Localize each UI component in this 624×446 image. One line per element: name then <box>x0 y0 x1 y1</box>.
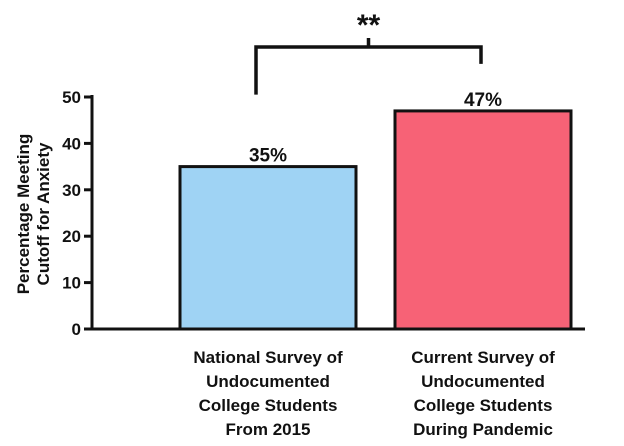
significance-bracket-line <box>254 38 483 95</box>
x-category-label: College Students <box>414 396 553 415</box>
y-tick-label: 50 <box>62 88 81 107</box>
x-category-label: College Students <box>199 396 338 415</box>
x-category-label: Current Survey of <box>411 348 555 367</box>
y-tick-label: 40 <box>62 134 81 153</box>
y-axis-title: Percentage Meeting Cutoff for Anxiety <box>14 134 53 295</box>
significance-bracket: ** <box>254 9 483 95</box>
bar <box>393 109 573 331</box>
y-axis-title-line-1: Percentage Meeting <box>14 134 33 295</box>
y-axis: 0 10 20 30 40 50 <box>62 88 585 339</box>
bar <box>178 165 358 331</box>
significance-label: ** <box>357 9 381 42</box>
x-category-label: National Survey of <box>193 348 343 367</box>
y-tick-label: 10 <box>62 274 81 293</box>
bar-data-label: 35% <box>249 146 287 167</box>
x-category-label: Undocumented <box>206 372 330 391</box>
y-tick-label: 0 <box>72 320 81 339</box>
x-category-label: Undocumented <box>421 372 545 391</box>
x-category-label: During Pandemic <box>413 420 553 439</box>
category-labels: National Survey of Undocumented College St… <box>193 348 555 439</box>
x-category-label: From 2015 <box>225 420 310 439</box>
y-tick-label: 30 <box>62 181 81 200</box>
y-tick-label: 20 <box>62 227 81 246</box>
bar-data-label: 47% <box>464 90 502 111</box>
bars: 35% 47% <box>178 90 573 331</box>
y-axis-title-line-2: Cutoff for Anxiety <box>34 142 53 285</box>
